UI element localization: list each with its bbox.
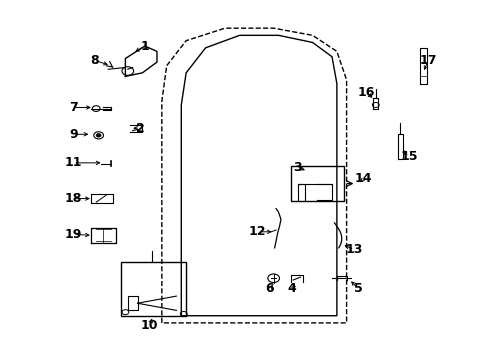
Text: 11: 11 — [64, 156, 82, 169]
Text: 12: 12 — [248, 225, 266, 238]
Text: 1: 1 — [140, 40, 149, 53]
Text: 3: 3 — [293, 161, 302, 174]
Text: 8: 8 — [90, 54, 99, 67]
Text: 14: 14 — [354, 172, 372, 185]
Text: 2: 2 — [135, 122, 144, 135]
Text: 13: 13 — [345, 243, 362, 256]
Text: 7: 7 — [69, 101, 78, 114]
Text: 17: 17 — [419, 54, 436, 67]
Text: 4: 4 — [287, 283, 296, 296]
Text: 16: 16 — [357, 86, 374, 99]
Text: 10: 10 — [141, 319, 158, 332]
Text: 19: 19 — [64, 228, 82, 241]
Text: 18: 18 — [64, 192, 82, 205]
Text: 9: 9 — [69, 128, 78, 141]
Circle shape — [96, 134, 101, 137]
Text: 6: 6 — [265, 283, 274, 296]
Text: 15: 15 — [399, 150, 417, 163]
Text: 5: 5 — [354, 283, 363, 296]
Bar — [290, 166, 344, 202]
Bar — [120, 262, 186, 316]
